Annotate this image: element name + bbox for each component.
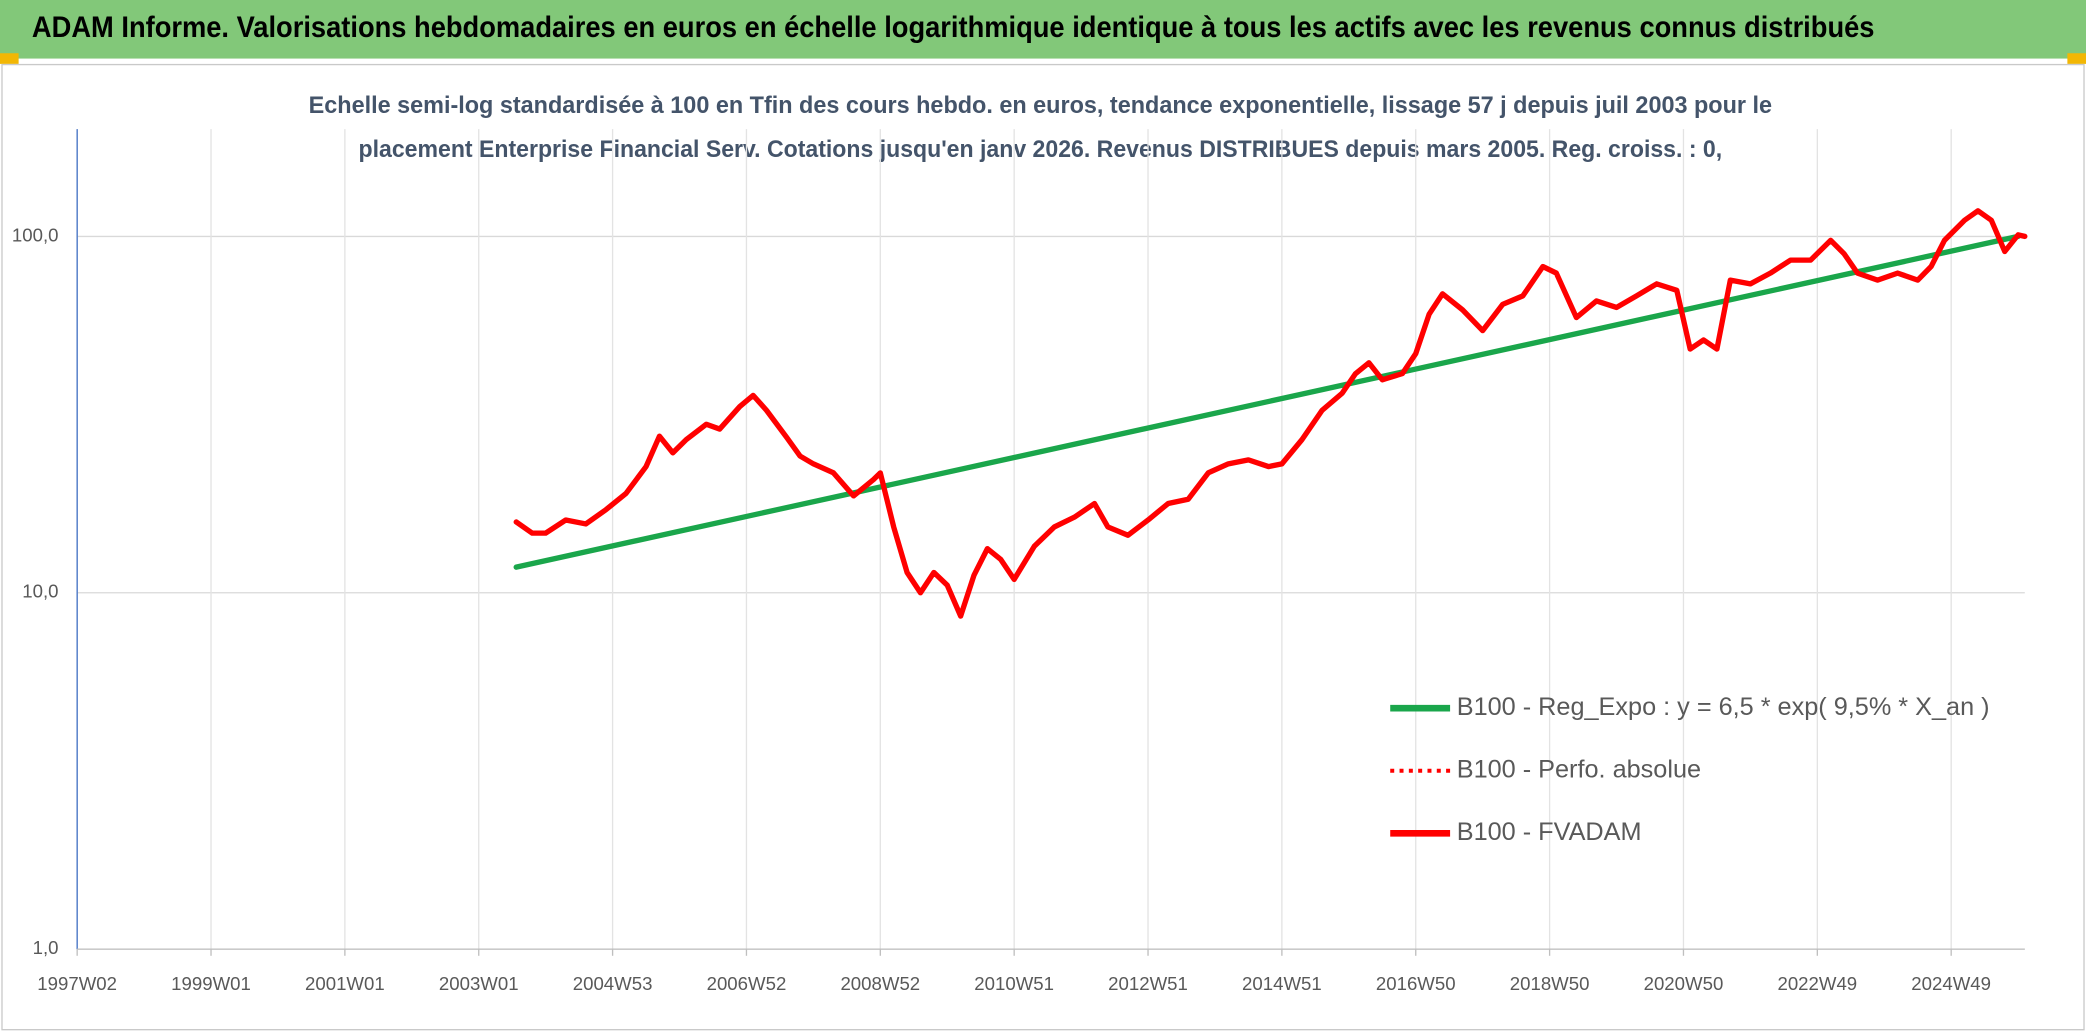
grid: 1,0 10,0 100,0 1997W02 1999W01 2001W01 2003W01… (12, 129, 2025, 994)
plot (513, 208, 2028, 619)
header-bar (0, 0, 2086, 59)
x-tick-label: 1997W02 (37, 973, 117, 994)
x-tick-label: 2014W51 (1242, 973, 1322, 994)
corner-mark (0, 53, 19, 64)
series-line (513, 208, 2028, 619)
x-tick-label: 2001W01 (305, 973, 385, 994)
x-tick-label: 2004W53 (573, 973, 653, 994)
legend-label: B100 - Perfo. absolue (1457, 755, 1701, 783)
y-tick-label: 100,0 (12, 224, 59, 245)
x-tick-label: 2016W50 (1376, 973, 1456, 994)
x-tick-label: 2018W50 (1510, 973, 1590, 994)
y-tick-label: 10,0 (22, 581, 58, 602)
chart-subtitle: placement Enterprise Financial Serv. Cot… (359, 136, 1723, 163)
series-line (513, 233, 2021, 570)
y-tick-label: 1,0 (33, 937, 59, 958)
page-title: ADAM Informe. Valorisations hebdomadaire… (32, 12, 1875, 44)
x-tick-label: 2010W51 (974, 973, 1054, 994)
legend-label: B100 - Reg_Expo : y = 6,5 * exp( 9,5% * … (1457, 693, 1990, 721)
x-tick-label: 2003W01 (439, 973, 519, 994)
x-tick-label: 2012W51 (1108, 973, 1188, 994)
x-tick-label: 2020W50 (1644, 973, 1724, 994)
chart-subtitle: Echelle semi-log standardisée à 100 en T… (309, 92, 1772, 119)
legend: B100 - Reg_Expo : y = 6,5 * exp( 9,5% * … (1390, 693, 1990, 846)
x-tick-label: 1999W01 (171, 973, 251, 994)
corner-mark (2067, 53, 2086, 64)
chart-border (1, 63, 2085, 1031)
legend-label: B100 - FVADAM (1457, 818, 1642, 846)
x-tick-label: 2006W52 (707, 973, 787, 994)
x-tick-label: 2008W52 (840, 973, 920, 994)
x-tick-label: 2024W49 (1911, 973, 1991, 994)
x-tick-label: 2022W49 (1777, 973, 1857, 994)
